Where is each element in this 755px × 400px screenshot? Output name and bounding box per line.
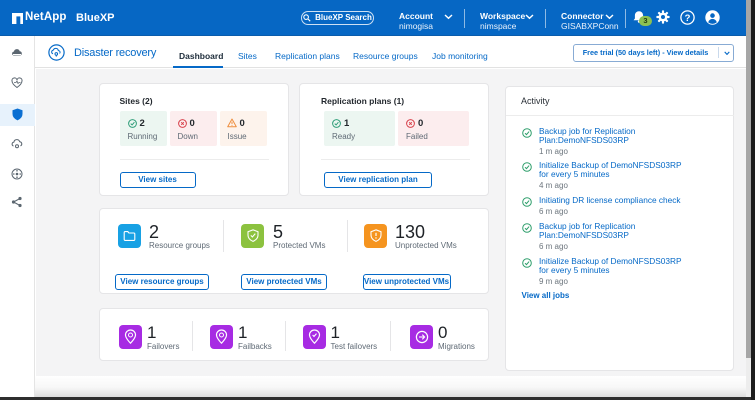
svg-text:?: ? [685,12,691,23]
